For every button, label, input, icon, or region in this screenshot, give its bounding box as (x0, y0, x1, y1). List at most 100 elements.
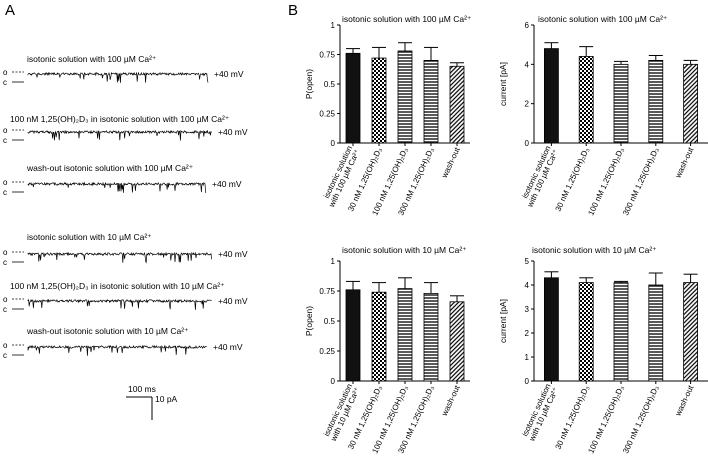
scalebar-time-label: 100 ms (128, 384, 156, 394)
holding-potential: +40 mV (218, 296, 248, 306)
scale-bar: 100 ms 10 pA (126, 384, 178, 420)
holding-potential: +40 mV (214, 69, 244, 79)
x-tick-label: wash-out (673, 145, 696, 180)
open-marker: o (3, 68, 8, 77)
x-tick-label: 300 nM 1,25(OH)₂D₃ (621, 384, 660, 455)
bar (578, 282, 594, 382)
closed-marker: c (3, 351, 7, 360)
trace: wash-out isotonic solution with 100 µM C… (3, 163, 242, 197)
bar-chart: isotonic solution with 10 µM Ca²⁺ 0 1 2 3 4 5 c… (498, 245, 708, 455)
trace-title: 100 nM 1,25(OH)₂D₃ in isotonic solution … (10, 281, 225, 291)
holding-potential: +40 mV (218, 127, 248, 137)
y-tick-label: 3 (525, 305, 530, 314)
x-tick-label: 100 nM 1,25(OH)₂D₃ (586, 384, 625, 455)
y-tick-label: 6 (525, 21, 530, 30)
bar (648, 284, 664, 382)
y-tick-label: 0 (331, 377, 336, 386)
current-trace (27, 251, 212, 264)
y-tick-label: 0.5 (324, 317, 336, 326)
bar (449, 301, 465, 382)
bar-chart: isotonic solution with 100 µM Ca²⁺ 0 2 4 6 cu… (498, 14, 708, 217)
trace-title: isotonic solution with 10 µM Ca²⁺ (27, 232, 152, 242)
trace: 100 nM 1,25(OH)₂D₃ in isotonic solution … (3, 114, 248, 145)
bar (423, 60, 439, 144)
scalebar-current-label: 10 pA (155, 394, 178, 404)
bar (397, 288, 413, 382)
bar (449, 65, 465, 144)
y-tick-label: 0 (331, 139, 336, 148)
bar (578, 56, 594, 144)
open-marker: o (3, 178, 8, 187)
closed-marker: c (3, 258, 7, 267)
y-tick-label: 2 (525, 329, 530, 338)
open-marker: o (3, 248, 8, 257)
panel-b-label: B (288, 2, 298, 19)
x-tick-label: wash-out (440, 145, 463, 180)
y-tick-label: 0.25 (319, 347, 335, 356)
y-axis-label: P(open) (304, 306, 314, 336)
bar (371, 57, 387, 144)
x-tick-label: wash-out (440, 383, 463, 418)
chart-title: isotonic solution with 10 µM Ca²⁺ (532, 245, 657, 255)
bar (345, 289, 361, 382)
current-trace (27, 71, 209, 83)
holding-potential: +40 mV (212, 179, 242, 189)
x-tick-label: 100 nM 1,25(OH)₂D₃ (586, 146, 625, 217)
x-tick-label: 300 nM 1,25(OH)₂D₃ (621, 146, 660, 217)
y-tick-label: 0.25 (319, 110, 335, 119)
x-tick-label: isotonic solutionwith 100 µM Ca²⁺ (518, 144, 561, 209)
holding-potential: +40 mV (218, 249, 248, 259)
y-axis-label: current [pA] (498, 299, 508, 343)
bar (397, 50, 413, 144)
bar (613, 282, 629, 382)
chart-title: isotonic solution with 100 µM Ca²⁺ (538, 14, 668, 24)
y-tick-label: 4 (525, 60, 530, 69)
open-marker: o (3, 341, 8, 350)
bar (371, 291, 387, 382)
open-marker: o (3, 126, 8, 135)
bar (544, 277, 559, 382)
trace-title: 100 nM 1,25(OH)₂D₃ in isotonic solution … (10, 114, 230, 124)
y-tick-label: 0.5 (324, 80, 336, 89)
current-trace (27, 129, 212, 141)
current-trace (27, 298, 212, 310)
closed-marker: c (3, 305, 7, 314)
y-tick-label: 2 (525, 100, 530, 109)
closed-marker: c (3, 78, 7, 87)
y-tick-label: 1 (331, 257, 336, 266)
trace-title: wash-out isotonic solution with 100 µM C… (26, 163, 194, 173)
closed-marker: c (3, 188, 7, 197)
bar-charts: isotonic solution with 100 µM Ca²⁺ 0 0.25 0… (304, 14, 708, 455)
y-axis-label: P(open) (304, 69, 314, 99)
y-tick-label: 4 (525, 281, 530, 290)
single-channel-traces: isotonic solution with 100 µM Ca²⁺oc+40 … (3, 54, 248, 360)
bar (613, 63, 629, 144)
y-tick-label: 0 (525, 377, 530, 386)
trace: isotonic solution with 10 µM Ca²⁺ oc +40 m… (3, 232, 248, 267)
y-tick-label: 0.75 (319, 287, 335, 296)
trace-title: isotonic solution with 100 µM Ca²⁺ (27, 54, 157, 64)
bar-chart: isotonic solution with 100 µM Ca²⁺ 0 0.25 0… (304, 14, 472, 217)
current-trace (27, 181, 206, 193)
bar (683, 282, 698, 382)
y-tick-label: 1 (331, 21, 336, 30)
trace-title: wash-out isotonic solution with 10 µM Ca… (26, 326, 189, 336)
x-tick-label: 30 nM 1,25(OH)₂D₃ (553, 146, 591, 213)
y-tick-label: 0 (525, 139, 530, 148)
bar-chart: isotonic solution with 10 µM Ca²⁺ 0 0.25 0.… (304, 245, 470, 455)
y-tick-label: 0.75 (319, 51, 335, 60)
chart-title: isotonic solution with 10 µM Ca²⁺ (342, 245, 467, 255)
trace: 100 nM 1,25(OH)₂D₃ in isotonic solution … (3, 281, 248, 314)
open-marker: o (3, 295, 8, 304)
chart-title: isotonic solution with 100 µM Ca²⁺ (342, 14, 472, 24)
panel-a-label: A (5, 2, 15, 19)
current-trace (27, 344, 207, 356)
x-tick-label: isotonic solutionwith 10 µM Ca²⁺ (519, 382, 560, 443)
trace: isotonic solution with 100 µM Ca²⁺ oc +40 … (3, 54, 244, 87)
bar (544, 48, 559, 144)
closed-marker: c (3, 136, 7, 145)
y-tick-label: 1 (525, 353, 530, 362)
bar (683, 63, 698, 144)
y-axis-label: current [pA] (498, 62, 508, 106)
